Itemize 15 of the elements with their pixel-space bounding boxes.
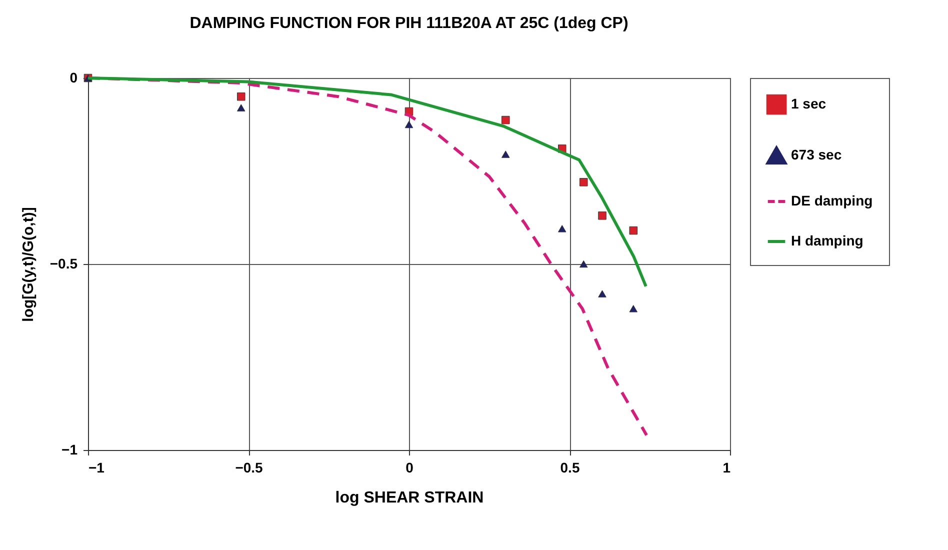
y-axis-title: log[G(y,t)/G(o,t)] bbox=[20, 207, 37, 322]
x-tick-label: 1 bbox=[722, 460, 731, 476]
x-tick-label: −1 bbox=[88, 460, 105, 476]
x-tick-label: 0.5 bbox=[560, 460, 580, 476]
y-tick-label: −1 bbox=[62, 442, 78, 458]
legend-label: 1 sec bbox=[791, 96, 826, 112]
y-tick-label: −0.5 bbox=[50, 256, 78, 272]
x-tick-label: 0 bbox=[406, 460, 414, 476]
legend-label: H damping bbox=[791, 232, 864, 248]
legend-label: DE damping bbox=[791, 192, 873, 208]
x-tick-label: −0.5 bbox=[235, 460, 264, 476]
x-axis-title: log SHEAR STRAIN bbox=[335, 490, 484, 506]
chart-title: DAMPING FUNCTION FOR PIH 111B20A AT 25C (1deg CP) bbox=[190, 15, 628, 32]
y-tick-label: 0 bbox=[70, 70, 78, 86]
legend-label: 673 sec bbox=[791, 146, 842, 162]
